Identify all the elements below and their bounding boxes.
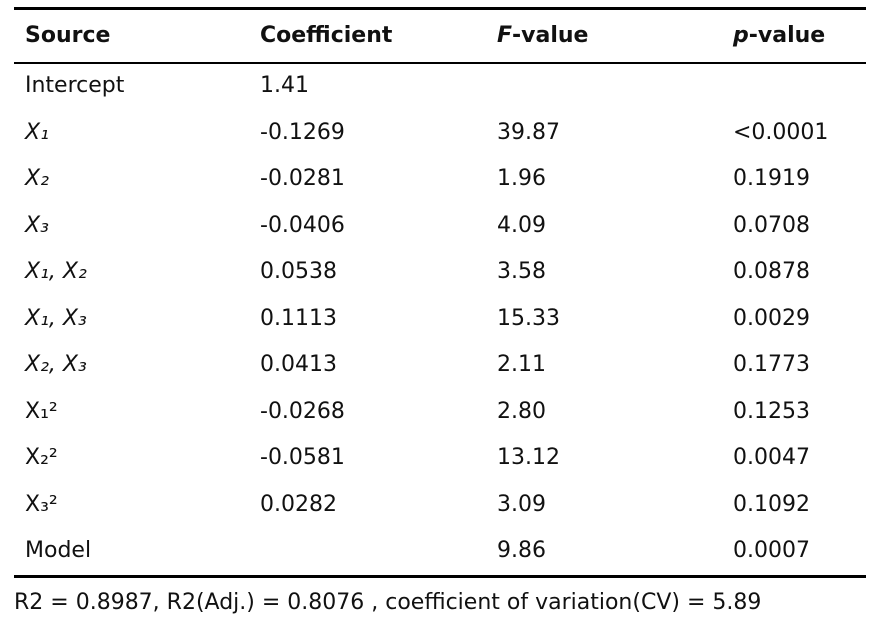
table-cell: 3.09 (497, 491, 546, 517)
table-cell: <0.0001 (733, 119, 829, 145)
row-label: Model (25, 538, 92, 564)
bottom-rule (14, 575, 866, 578)
header-cell: Coefficient (260, 23, 393, 48)
row-label: X₁, X₂ (25, 259, 87, 285)
header-rule (14, 62, 866, 64)
row-label: X₁ (25, 119, 49, 145)
row-label: X₂, X₃ (25, 352, 87, 378)
table-cell: -0.0581 (260, 445, 345, 471)
header-italic: F (497, 23, 513, 48)
table-cell: -0.0406 (260, 212, 345, 238)
table-cell: 39.87 (497, 119, 560, 145)
table-cell: 0.0282 (260, 491, 337, 517)
table-cell: 3.58 (497, 259, 546, 285)
table-cell: 0.1113 (260, 305, 337, 331)
table-cell: 0.0708 (733, 212, 810, 238)
table-cell: 15.33 (497, 305, 560, 331)
table-cell: 13.12 (497, 445, 560, 471)
table-cell: 2.11 (497, 352, 546, 378)
table-cell: 1.96 (497, 166, 546, 192)
row-label: X₁, X₃ (25, 305, 87, 331)
table-cell: 0.0029 (733, 305, 810, 331)
table-cell: 0.0538 (260, 259, 337, 285)
table-cell: 0.1919 (733, 166, 810, 192)
table-cell: 0.1773 (733, 352, 810, 378)
table-cell: 9.86 (497, 538, 546, 564)
header-cell: F-value (497, 9, 588, 63)
table-cell: -0.1269 (260, 119, 345, 145)
header-text: -value (512, 23, 589, 48)
header-cell: Source (25, 23, 111, 48)
table-cell: 4.09 (497, 212, 546, 238)
table-cell: 0.1253 (733, 398, 810, 424)
table-cell: 2.80 (497, 398, 546, 424)
row-label: X₂² (25, 445, 58, 471)
table-cell: 0.0007 (733, 538, 810, 564)
table-cell: 0.1092 (733, 491, 810, 517)
table-cell: 1.41 (260, 73, 309, 98)
header-italic: p (733, 23, 749, 48)
table-cell: 0.0047 (733, 445, 810, 471)
table-cell: -0.0281 (260, 166, 345, 192)
row-label: X₃ (25, 212, 49, 238)
table-note: R2 = 0.8987, R2(Adj.) = 0.8076 , coeffic… (14, 590, 762, 615)
top-rule (14, 7, 866, 10)
header-text: -value (748, 23, 826, 48)
table-cell: 0.0413 (260, 352, 337, 378)
row-label: Intercept (25, 73, 125, 98)
table-cell: 0.0878 (733, 259, 810, 285)
header-cell: p-value (733, 9, 825, 63)
row-label: X₃² (25, 491, 58, 517)
row-label: X₂ (25, 166, 49, 192)
table-cell: -0.0268 (260, 398, 345, 424)
row-label: X₁² (25, 398, 58, 424)
